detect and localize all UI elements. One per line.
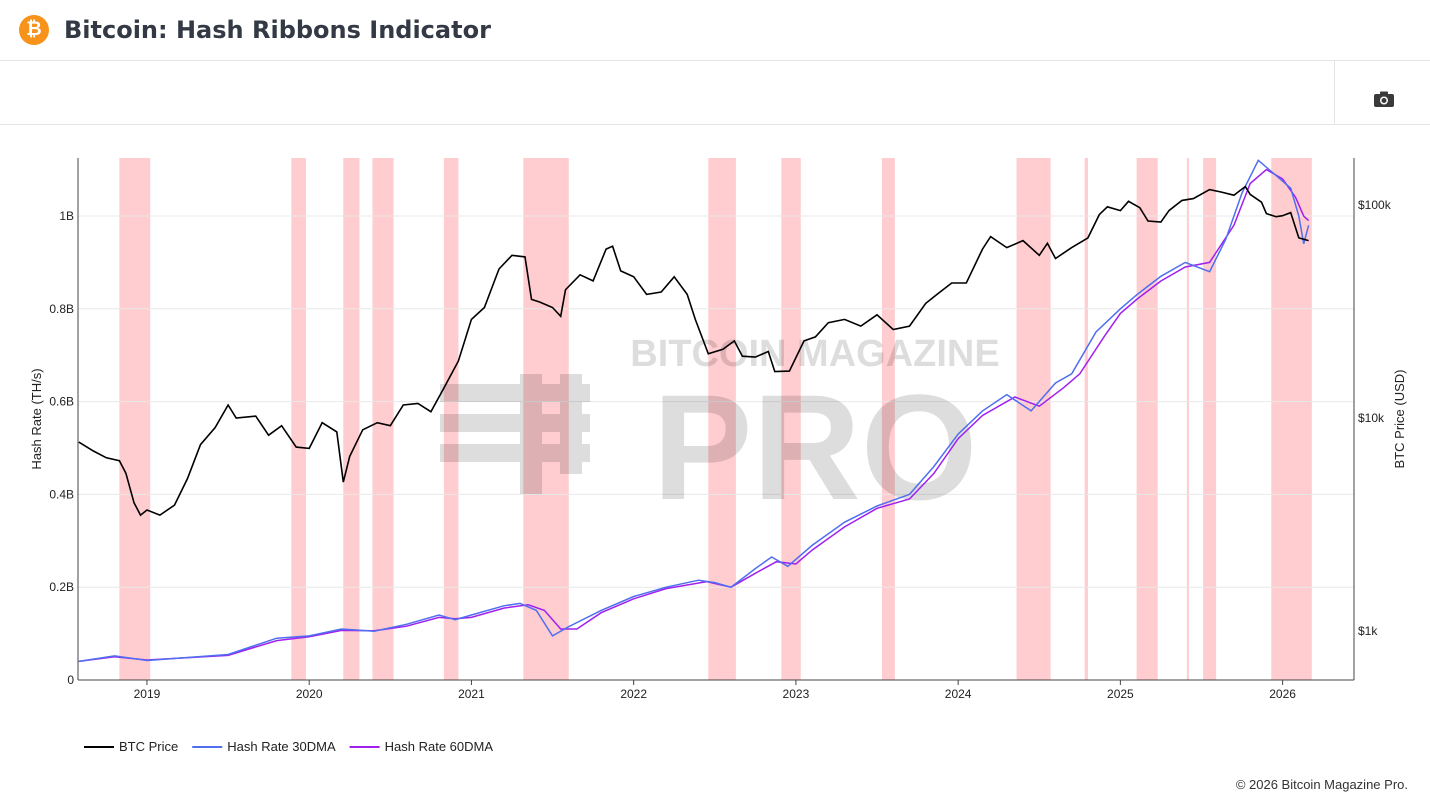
page-title: Bitcoin: Hash Ribbons Indicator: [64, 16, 491, 44]
x-tick-label: 2025: [1107, 687, 1134, 701]
x-tick-label: 2020: [296, 687, 323, 701]
legend-item-hr60[interactable]: Hash Rate 60DMA: [385, 739, 494, 754]
y-tick-left: 1B: [59, 209, 74, 223]
ribbon-band: [443, 158, 459, 680]
ribbon-band: [119, 158, 151, 680]
y-tick-right: $10k: [1358, 411, 1385, 425]
watermark-line2: PRO: [652, 363, 977, 531]
y-axis-right-title: BTC Price (USD): [1392, 370, 1407, 469]
y-tick-left: 0.2B: [49, 580, 74, 594]
ribbon-band: [1016, 158, 1051, 680]
watermark-line1: BITCOIN MAGAZINE: [630, 333, 999, 375]
ribbon-band: [781, 158, 801, 680]
watermark-logo-icon: [440, 374, 590, 494]
y-tick-left: 0.8B: [49, 302, 74, 316]
camera-icon[interactable]: [1374, 91, 1394, 107]
copyright: © 2026 Bitcoin Magazine Pro.: [1235, 777, 1408, 792]
series-line-hr60: [78, 168, 1310, 663]
toolbar: [0, 61, 1430, 125]
y-axis-left-title: Hash Rate (TH/s): [29, 368, 44, 469]
x-tick-label: 2022: [620, 687, 647, 701]
legend-item-hr30[interactable]: Hash Rate 30DMA: [227, 739, 336, 754]
ribbon-band: [372, 158, 394, 680]
hash-ribbons-chart[interactable]: BITCOIN MAGAZINE PRO 0 0.2B 0.4B 0.6B 0.8B 1B…: [0, 124, 1430, 774]
header: ₿ Bitcoin: Hash Ribbons Indicator: [0, 0, 1430, 61]
ribbon-band: [1084, 158, 1088, 680]
watermark: BITCOIN MAGAZINE PRO: [440, 333, 1000, 531]
y-tick-right: $100k: [1358, 198, 1392, 212]
x-tick-label: 2026: [1269, 687, 1296, 701]
legend-item-price[interactable]: BTC Price: [119, 739, 178, 754]
x-tick-label: 2019: [134, 687, 161, 701]
ribbon-band: [1136, 158, 1158, 680]
y-tick-left: 0.6B: [49, 395, 74, 409]
y-tick-left: 0.4B: [49, 487, 74, 501]
series-line-hr30: [78, 159, 1310, 663]
ribbon-band: [708, 158, 736, 680]
ribbon-band: [523, 158, 569, 680]
ribbon-band: [881, 158, 895, 680]
x-tick-label: 2024: [945, 687, 972, 701]
ribbon-band: [1186, 158, 1189, 680]
ribbon-band: [1203, 158, 1217, 680]
y-tick-left: 0: [67, 673, 74, 687]
y-tick-right: $1k: [1358, 624, 1378, 638]
x-tick-label: 2021: [458, 687, 485, 701]
ribbon-band: [343, 158, 360, 680]
series-line-price: [78, 185, 1309, 517]
x-tick-label: 2023: [783, 687, 810, 701]
ribbon-band: [291, 158, 306, 680]
toolbar-divider: [1334, 61, 1335, 124]
ribbon-band: [1271, 158, 1312, 680]
bitcoin-logo-icon: ₿: [19, 15, 49, 45]
